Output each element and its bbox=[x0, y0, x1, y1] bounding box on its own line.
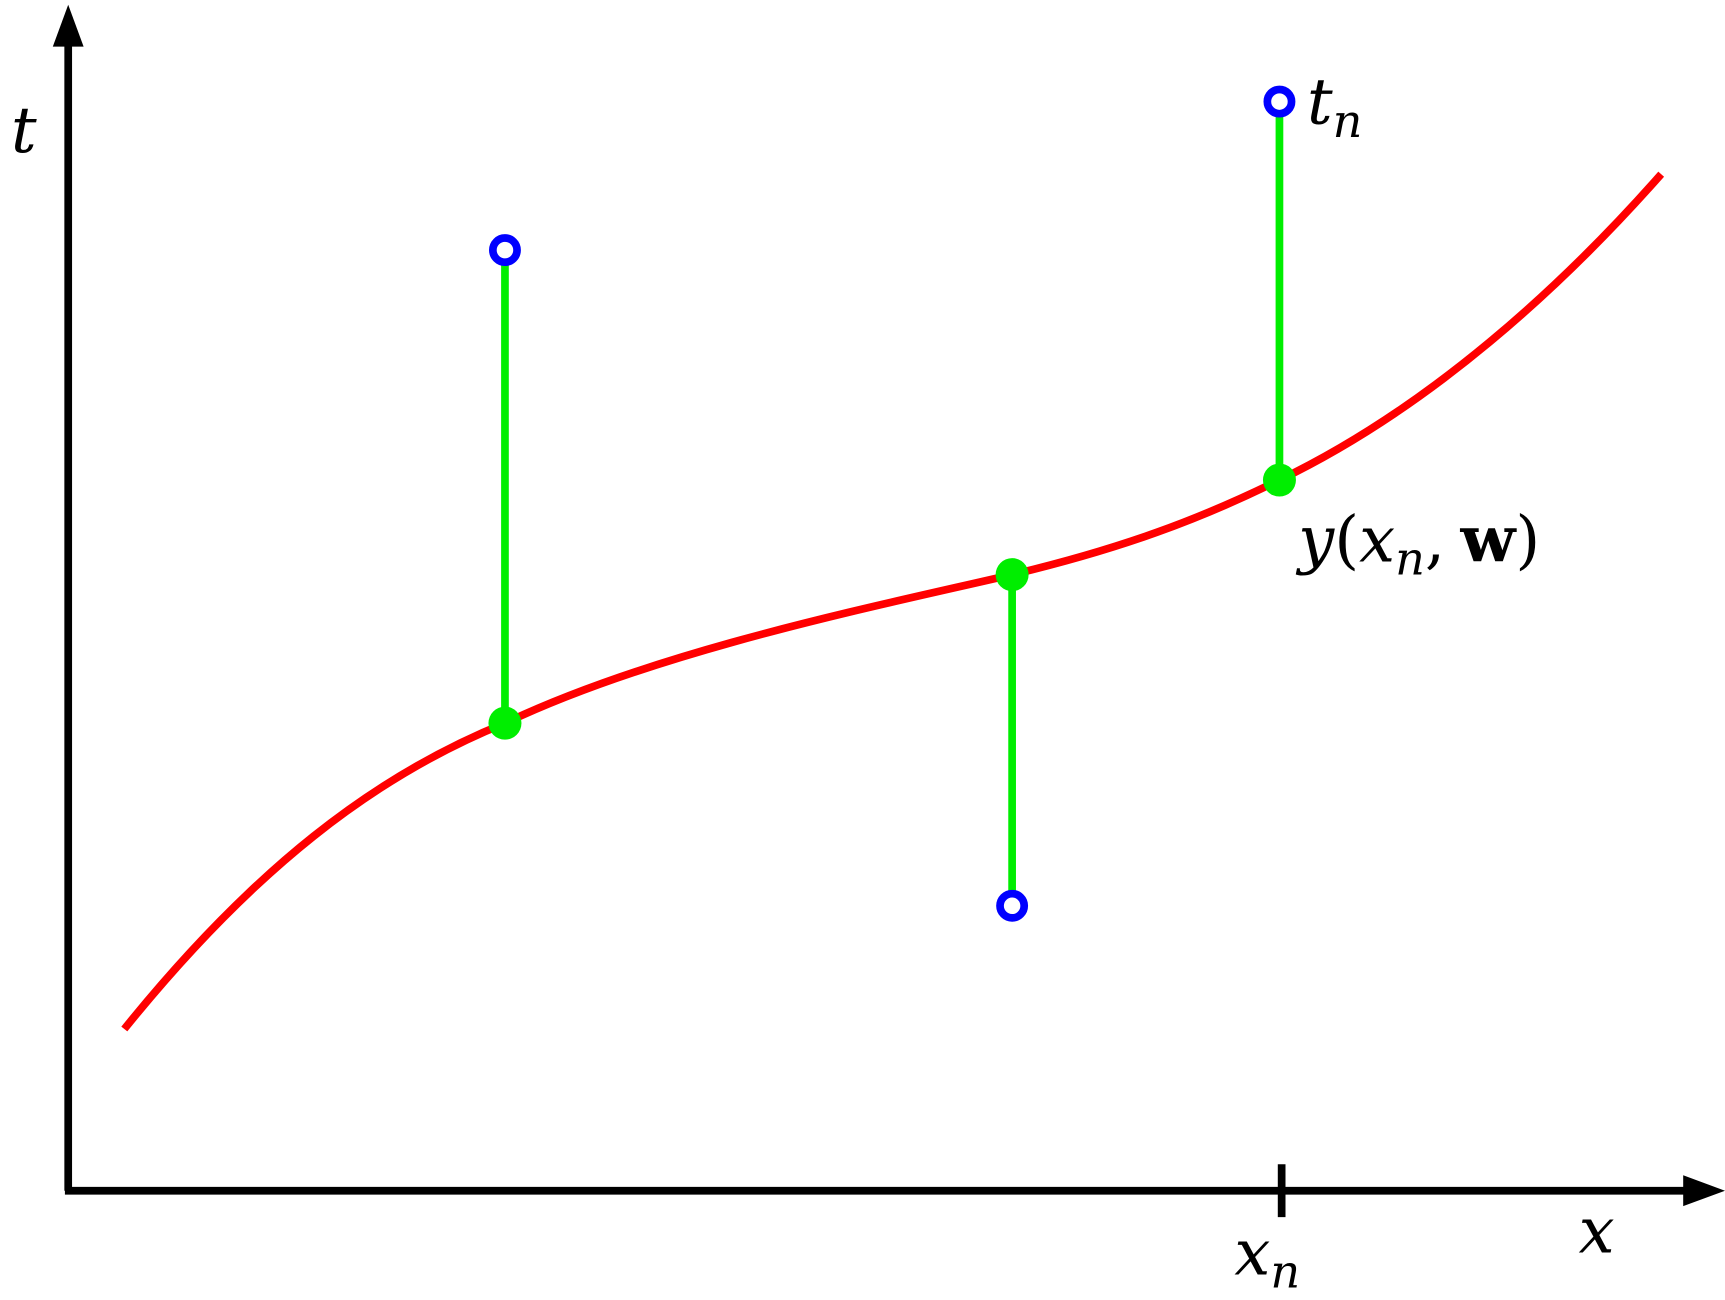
target-point bbox=[489, 234, 521, 267]
prediction-sep: , bbox=[1425, 503, 1445, 577]
target-point bbox=[996, 889, 1029, 922]
tick-label-base: x bbox=[1234, 1216, 1270, 1290]
prediction-open: ( bbox=[1334, 503, 1359, 577]
prediction-arg: x bbox=[1359, 503, 1395, 577]
prediction-param: w bbox=[1460, 502, 1518, 577]
x-arrow bbox=[1683, 1175, 1725, 1207]
prediction-point bbox=[995, 558, 1029, 592]
target-label-sub: n bbox=[1333, 94, 1363, 148]
prediction-label: y(xn, w) bbox=[1295, 502, 1540, 585]
target-label-base: t bbox=[1307, 66, 1333, 140]
x-axis-label: x bbox=[1579, 1194, 1615, 1268]
tick-label-sub: n bbox=[1270, 1245, 1300, 1299]
prediction-point bbox=[488, 706, 522, 740]
tick-label: xn bbox=[1234, 1216, 1300, 1298]
target-label: tn bbox=[1307, 66, 1362, 148]
prediction-sub: n bbox=[1395, 532, 1425, 586]
prediction-func: y bbox=[1295, 503, 1335, 577]
target-point bbox=[1263, 85, 1296, 118]
fit-curve bbox=[121, 171, 1665, 1032]
prediction-point bbox=[1262, 463, 1296, 497]
y-axis-label: t bbox=[11, 94, 37, 168]
prediction-close: ) bbox=[1515, 503, 1540, 577]
y-arrow bbox=[52, 4, 84, 47]
